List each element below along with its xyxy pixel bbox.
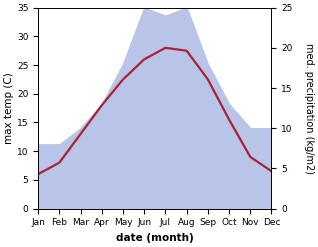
Y-axis label: med. precipitation (kg/m2): med. precipitation (kg/m2) <box>304 43 314 174</box>
Y-axis label: max temp (C): max temp (C) <box>4 72 14 144</box>
X-axis label: date (month): date (month) <box>116 233 194 243</box>
